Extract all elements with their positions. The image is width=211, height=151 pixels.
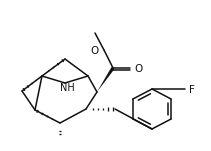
Polygon shape [97, 67, 114, 92]
Text: O: O [135, 64, 143, 74]
Text: F: F [189, 85, 195, 95]
Text: O: O [91, 46, 99, 56]
Text: NH: NH [60, 83, 74, 93]
